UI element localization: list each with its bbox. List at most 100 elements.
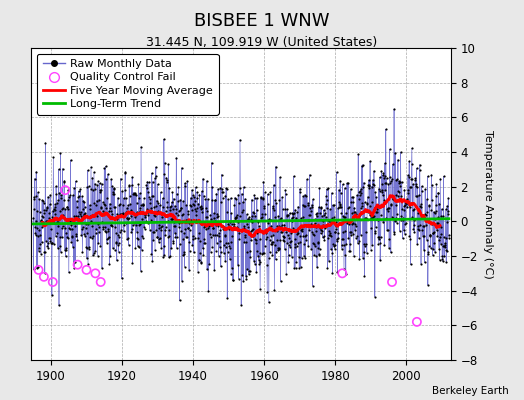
Point [83, 230, 92, 236]
Point [398, 179, 406, 185]
Point [392, 215, 400, 222]
Point [340, 214, 348, 220]
Point [118, 209, 127, 216]
Point [90, 211, 99, 217]
Point [264, 220, 272, 226]
Point [209, 232, 217, 238]
Point [119, 228, 128, 235]
Point [384, 205, 392, 211]
Point [44, 244, 52, 251]
Point [309, 282, 317, 289]
Point [190, 202, 198, 208]
Point [179, 198, 187, 204]
Point [90, 169, 98, 176]
Point [113, 215, 122, 222]
Point [405, 158, 413, 165]
Point [102, 176, 111, 183]
Point [292, 214, 300, 221]
Point [351, 226, 359, 233]
Point [390, 106, 398, 112]
Point [112, 240, 121, 246]
Point [396, 149, 405, 155]
Point [84, 220, 93, 227]
Point [274, 247, 282, 254]
Point [105, 234, 113, 241]
Point [305, 217, 313, 223]
Point [233, 226, 242, 232]
Point [420, 223, 428, 230]
Point [53, 218, 62, 225]
Point [289, 173, 298, 179]
Point [290, 265, 298, 271]
Point [266, 189, 275, 196]
Point [318, 228, 326, 234]
Point [215, 233, 223, 239]
Point [315, 185, 324, 192]
Point [63, 206, 72, 213]
Point [89, 252, 97, 259]
Point [314, 244, 322, 251]
Point [194, 256, 203, 263]
Point [258, 250, 266, 257]
Point [50, 210, 59, 217]
Point [443, 210, 452, 217]
Point [303, 176, 311, 182]
Point [177, 204, 185, 211]
Point [402, 219, 410, 226]
Point [234, 276, 243, 282]
Point [237, 226, 245, 233]
Point [288, 210, 297, 216]
Point [256, 286, 264, 292]
Point [87, 164, 95, 170]
Point [369, 212, 378, 219]
Point [95, 224, 103, 230]
Point [272, 249, 280, 255]
Point [337, 242, 346, 248]
Point [29, 266, 38, 273]
Point [55, 302, 63, 308]
Point [428, 182, 436, 188]
Point [80, 212, 88, 218]
Point [345, 229, 354, 235]
Point [158, 223, 167, 229]
Point [208, 197, 216, 203]
Point [122, 214, 130, 221]
Point [207, 234, 215, 240]
Point [208, 244, 216, 250]
Point [276, 174, 284, 180]
Point [52, 190, 60, 197]
Point [61, 187, 69, 193]
Point [352, 223, 360, 229]
Point [366, 202, 375, 209]
Point [35, 267, 43, 273]
Point [428, 197, 436, 203]
Point [50, 220, 59, 226]
Point [87, 186, 95, 192]
Point [346, 186, 355, 192]
Point [244, 215, 252, 222]
Point [241, 232, 249, 238]
Point [49, 218, 57, 224]
Point [42, 218, 51, 225]
Point [372, 224, 380, 230]
Point [40, 210, 48, 216]
Point [196, 258, 205, 265]
Point [141, 209, 150, 216]
Point [192, 204, 201, 211]
Point [310, 252, 318, 258]
Point [70, 265, 79, 272]
Point [114, 248, 123, 255]
Point [309, 231, 318, 237]
Point [302, 222, 311, 228]
Point [60, 225, 69, 232]
Point [187, 222, 195, 228]
Point [91, 270, 100, 276]
Point [370, 294, 379, 300]
Point [143, 178, 151, 185]
Point [441, 240, 449, 246]
Point [35, 196, 43, 202]
Point [373, 209, 381, 216]
Point [212, 240, 221, 246]
Point [179, 211, 187, 218]
Point [271, 196, 279, 203]
